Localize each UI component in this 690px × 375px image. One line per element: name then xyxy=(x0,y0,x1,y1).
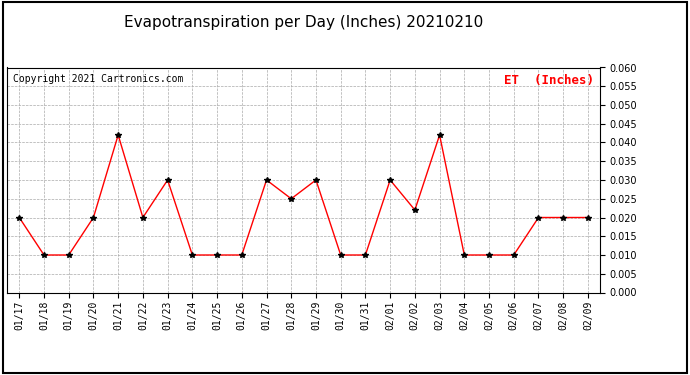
Text: ET  (Inches): ET (Inches) xyxy=(504,74,594,87)
Text: Copyright 2021 Cartronics.com: Copyright 2021 Cartronics.com xyxy=(13,74,184,84)
Text: Evapotranspiration per Day (Inches) 20210210: Evapotranspiration per Day (Inches) 2021… xyxy=(124,15,483,30)
